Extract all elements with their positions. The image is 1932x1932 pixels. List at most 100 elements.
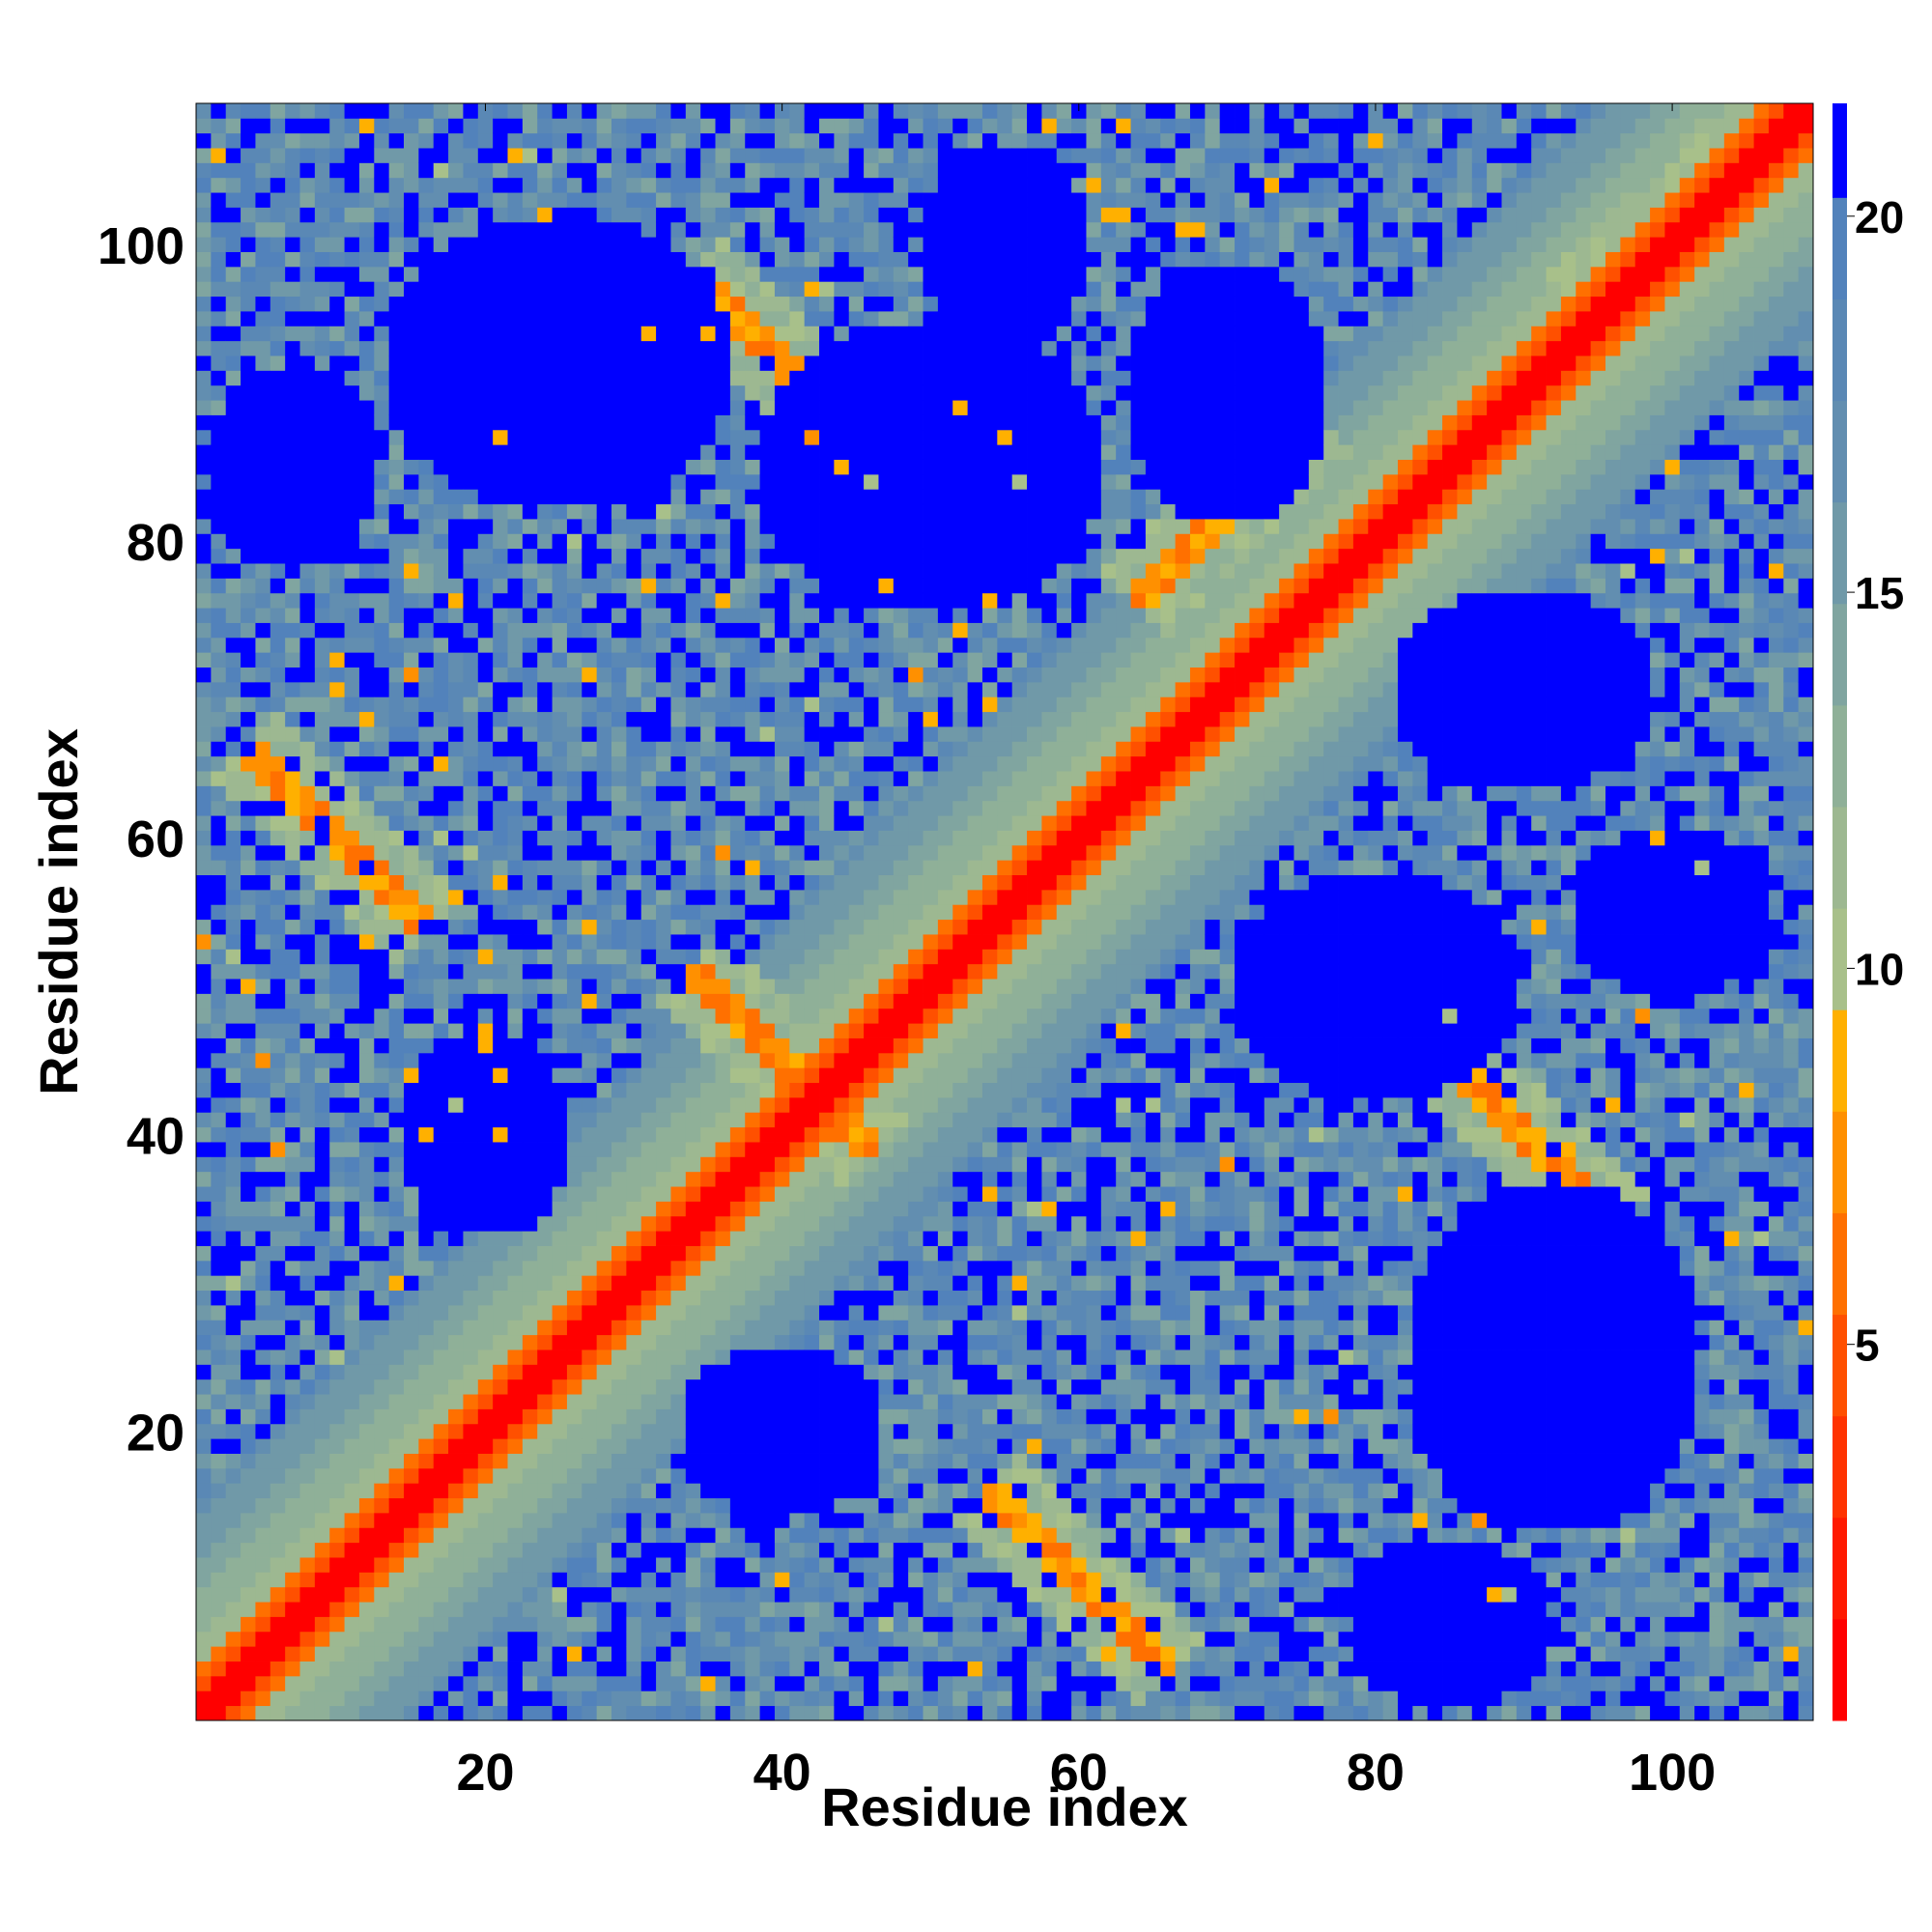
- heatmap-cell: [448, 414, 464, 431]
- heatmap-cell: [314, 578, 330, 594]
- heatmap-cell: [522, 1467, 538, 1484]
- heatmap-cell: [715, 296, 731, 312]
- heatmap-cell: [329, 400, 345, 415]
- heatmap-cell: [493, 889, 508, 905]
- heatmap-cell: [729, 681, 746, 697]
- heatmap-cell: [477, 1467, 494, 1484]
- heatmap-cell: [329, 1572, 345, 1588]
- heatmap-cell: [596, 1082, 612, 1098]
- heatmap-cell: [225, 1394, 242, 1409]
- heatmap-cell: [270, 755, 286, 772]
- heatmap-cell: [463, 296, 479, 312]
- heatmap-cell: [789, 904, 806, 921]
- heatmap-cell: [715, 963, 731, 980]
- heatmap-cell: [241, 949, 256, 965]
- heatmap-cell: [670, 132, 687, 149]
- heatmap-cell: [685, 1557, 701, 1573]
- heatmap-cell: [848, 1142, 865, 1157]
- heatmap-cell: [552, 1408, 568, 1425]
- heatmap-cell: [864, 889, 879, 905]
- heatmap-cell: [848, 771, 865, 786]
- heatmap-cell: [640, 1245, 657, 1262]
- heatmap-cell: [537, 1631, 553, 1647]
- heatmap-cell: [715, 800, 731, 816]
- heatmap-cell: [225, 296, 242, 312]
- heatmap-cell: [463, 266, 479, 282]
- heatmap-cell: [448, 444, 464, 460]
- heatmap-cell: [611, 963, 627, 980]
- heatmap-cell: [656, 132, 671, 149]
- heatmap-cell: [611, 1453, 627, 1469]
- heatmap-cell: [759, 1616, 776, 1633]
- heatmap-cell: [463, 815, 479, 831]
- heatmap-cell: [211, 711, 227, 727]
- heatmap-cell: [864, 652, 879, 668]
- heatmap-cell: [834, 1186, 850, 1202]
- heatmap-cell: [241, 1290, 256, 1306]
- heatmap-cell: [404, 919, 419, 935]
- heatmap-cell: [477, 384, 494, 401]
- heatmap-cell: [299, 459, 316, 475]
- heatmap-cell: [477, 860, 494, 876]
- heatmap-cell: [299, 400, 316, 415]
- heatmap-cell: [270, 771, 286, 786]
- heatmap-cell: [241, 1156, 256, 1173]
- heatmap-cell: [552, 1215, 568, 1232]
- heatmap-cell: [404, 844, 419, 861]
- heatmap-cell: [433, 207, 449, 223]
- heatmap-cell: [329, 1096, 345, 1113]
- heatmap-cell: [448, 1542, 464, 1558]
- heatmap-cell: [225, 889, 242, 905]
- heatmap-cell: [537, 1096, 553, 1113]
- heatmap-cell: [433, 1483, 449, 1499]
- heatmap-cell: [729, 993, 746, 1009]
- heatmap-cell: [507, 934, 524, 950]
- heatmap-cell: [418, 1572, 435, 1588]
- heatmap-cell: [241, 1008, 256, 1024]
- heatmap-cell: [507, 1112, 524, 1128]
- heatmap-cell: [241, 1467, 256, 1484]
- heatmap-cell: [433, 473, 449, 490]
- heatmap-cell: [522, 904, 538, 921]
- heatmap-cell: [670, 696, 687, 713]
- heatmap-cell: [463, 963, 479, 980]
- heatmap-cell: [374, 251, 390, 268]
- heatmap-cell: [582, 384, 598, 401]
- heatmap-cell: [241, 1245, 256, 1262]
- heatmap-cell: [774, 1275, 790, 1292]
- heatmap-cell: [507, 118, 524, 134]
- heatmap-cell: [285, 1096, 300, 1113]
- heatmap-cell: [448, 830, 464, 846]
- heatmap-cell: [211, 830, 227, 846]
- heatmap-cell: [864, 1082, 879, 1098]
- heatmap-cell: [241, 755, 256, 772]
- heatmap-cell: [819, 1334, 835, 1350]
- heatmap-cell: [774, 1364, 790, 1380]
- heatmap-cell: [611, 1201, 627, 1217]
- heatmap-cell: [582, 132, 598, 149]
- heatmap-cell: [285, 1423, 300, 1439]
- heatmap-cell: [463, 103, 479, 119]
- heatmap-cell: [537, 785, 553, 802]
- heatmap-cell: [640, 355, 657, 371]
- heatmap-cell: [388, 1542, 405, 1558]
- heatmap-cell: [477, 1275, 494, 1292]
- heatmap-cell: [448, 726, 464, 742]
- heatmap-cell: [477, 711, 494, 727]
- heatmap-cell: [729, 1512, 746, 1528]
- heatmap-cell: [626, 1646, 642, 1662]
- heatmap-cell: [729, 1631, 746, 1647]
- heatmap-cell: [552, 1364, 568, 1380]
- heatmap-cell: [685, 919, 701, 935]
- heatmap-cell: [418, 1631, 435, 1647]
- heatmap-cell: [329, 726, 345, 742]
- heatmap-cell: [241, 800, 256, 816]
- heatmap-cell: [656, 118, 671, 134]
- heatmap-cell: [433, 993, 449, 1009]
- heatmap-cell: [344, 118, 360, 134]
- heatmap-cell: [493, 1067, 508, 1084]
- heatmap-cell: [448, 800, 464, 816]
- heatmap-cell: [566, 132, 582, 149]
- heatmap-cell: [285, 148, 300, 163]
- heatmap-cell: [418, 1438, 435, 1454]
